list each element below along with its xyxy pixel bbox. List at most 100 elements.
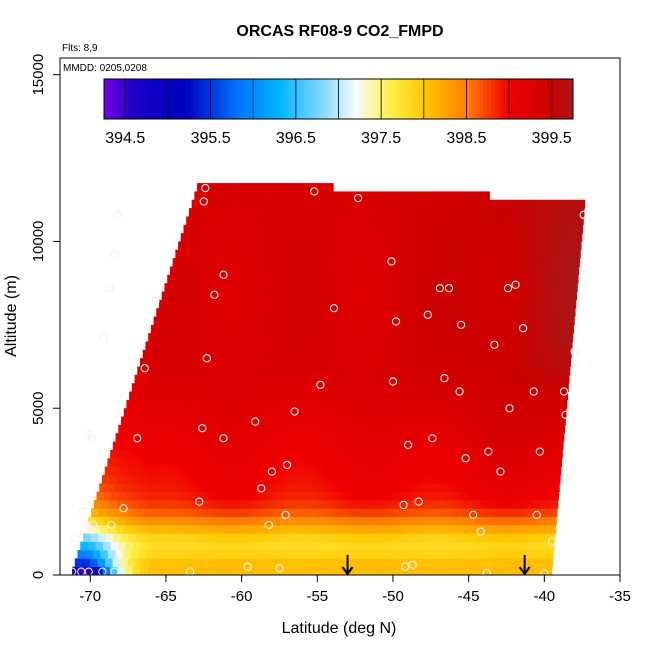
heatmap-cell (467, 283, 476, 292)
heatmap-cell (509, 433, 518, 442)
heatmap-cell (183, 341, 192, 351)
heatmap-cell (270, 491, 279, 501)
heatmap-cell (187, 374, 196, 384)
heatmap-cell (400, 349, 409, 359)
heatmap-cell (173, 324, 182, 334)
heatmap-cell (290, 266, 299, 276)
heatmap-cell (492, 483, 501, 493)
heatmap-cell (466, 424, 475, 434)
heatmap-cell (504, 216, 513, 226)
heatmap-cell (108, 524, 117, 534)
heatmap-cell (105, 558, 114, 568)
heatmap-cell (236, 316, 245, 326)
y-tick-label: 5000 (30, 392, 47, 425)
heatmap-cell (434, 383, 443, 392)
heatmap-cell (496, 541, 505, 551)
heatmap-cell (526, 449, 535, 459)
heatmap-cell (346, 258, 355, 267)
profile-markers (341, 554, 531, 576)
heatmap-cell (431, 391, 440, 401)
heatmap-cell (197, 483, 206, 493)
heatmap-cell (292, 216, 301, 226)
heatmap-cell (373, 199, 382, 209)
heatmap-cell (284, 216, 293, 226)
heatmap-cell (244, 524, 253, 534)
heatmap-cell (405, 449, 414, 459)
heatmap-cell (390, 333, 399, 342)
heatmap-cell (290, 291, 299, 301)
heatmap-cell (316, 491, 324, 501)
heatmap-cell (250, 274, 259, 284)
heatmap-cell (399, 374, 408, 384)
heatmap-cell (272, 299, 281, 309)
x-tick-label: -45 (458, 588, 480, 605)
heatmap-cell (99, 483, 108, 493)
heatmap-cell (206, 199, 215, 209)
heatmap-cell (153, 549, 162, 559)
heatmap-cell (388, 499, 397, 509)
heatmap-cell (407, 349, 416, 359)
heatmap-cell (241, 533, 250, 543)
heatmap-cell (302, 324, 311, 334)
heatmap-cell (273, 366, 282, 376)
heatmap-cell (234, 416, 243, 426)
heatmap-cell (340, 533, 349, 543)
heatmap-cell (324, 233, 333, 242)
heatmap-cell (383, 191, 392, 201)
heatmap-cell (398, 191, 407, 201)
heatmap-cell (347, 233, 356, 242)
heatmap-cell (431, 533, 440, 543)
heatmap-cell (243, 366, 252, 376)
heatmap-cell (293, 374, 302, 384)
heatmap-cell (345, 216, 354, 226)
heatmap-cell (190, 366, 199, 376)
heatmap-cell (334, 366, 343, 376)
heatmap-cell (216, 308, 225, 317)
heatmap-cell (250, 366, 259, 376)
heatmap-cell (523, 366, 532, 376)
heatmap-cell (535, 399, 544, 409)
heatmap-cell (347, 349, 356, 359)
heatmap-cell (524, 316, 533, 326)
heatmap-cell (250, 183, 259, 192)
heatmap-cell (564, 333, 573, 342)
heatmap-cell (455, 549, 464, 559)
heatmap-cell (479, 499, 488, 509)
heatmap-cell (499, 416, 508, 426)
heatmap-cell (237, 408, 246, 417)
colorbar-swatch (283, 79, 289, 119)
heatmap-cell (276, 449, 285, 459)
heatmap-cell (492, 274, 501, 284)
heatmap-cell (109, 566, 118, 576)
heatmap-cell (375, 216, 384, 226)
heatmap-cell (382, 241, 391, 251)
heatmap-cell (434, 499, 443, 509)
heatmap-cell (371, 366, 380, 376)
heatmap-cell (545, 366, 554, 376)
sample-point (469, 510, 478, 520)
heatmap-cell (351, 383, 360, 392)
heatmap-cell (324, 349, 333, 359)
heatmap-cell (436, 191, 445, 201)
heatmap-cell (345, 399, 354, 409)
heatmap-cell (200, 474, 209, 484)
heatmap-cell (532, 291, 541, 301)
heatmap-cell (82, 533, 91, 543)
sample-point (490, 340, 499, 349)
heatmap-cell (503, 358, 512, 367)
heatmap-cell (184, 524, 193, 534)
heatmap-cell (109, 474, 118, 484)
heatmap-cell (193, 358, 201, 367)
heatmap-cell (166, 324, 174, 334)
heatmap-cell (212, 366, 221, 376)
heatmap-cell (322, 216, 331, 226)
heatmap-cell (426, 524, 435, 534)
heatmap-cell (395, 224, 404, 234)
heatmap-cell (239, 216, 248, 226)
heatmap-cell (318, 483, 327, 493)
heatmap-cell (199, 408, 208, 417)
sample-point (440, 374, 449, 383)
heatmap-cell (335, 524, 344, 534)
colorbar-swatch (338, 79, 343, 119)
heatmap-cell (139, 383, 148, 392)
